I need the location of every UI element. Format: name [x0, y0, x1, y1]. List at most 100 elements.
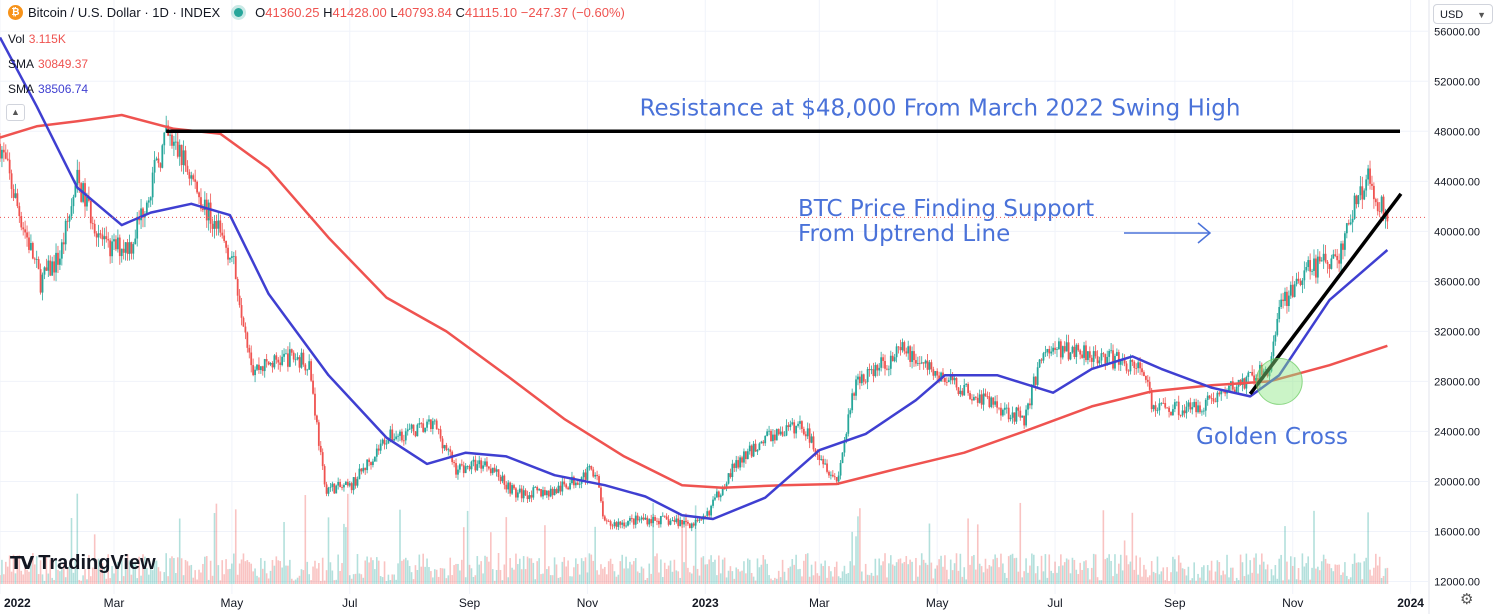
volume-bar — [32, 553, 34, 584]
volume-bar — [1112, 576, 1114, 584]
candle-body — [41, 274, 44, 293]
candle-body — [391, 429, 394, 441]
volume-bar — [142, 554, 144, 584]
candle-body — [443, 445, 446, 449]
volume-bar — [292, 580, 295, 584]
candle-body — [1268, 371, 1271, 377]
currency-select[interactable]: USD ▼ — [1433, 4, 1493, 24]
volume-bar — [1344, 562, 1346, 584]
candle-body — [89, 200, 92, 224]
candle-body — [758, 443, 761, 450]
volume-bar — [312, 566, 314, 584]
legend-volume[interactable]: Vol 3.115K — [8, 32, 66, 46]
volume-bar — [1133, 569, 1136, 584]
volume-bar — [366, 556, 368, 584]
volume-bar — [536, 561, 538, 584]
candle-body — [584, 472, 587, 480]
candle-body — [750, 445, 753, 457]
candle-body — [246, 332, 249, 348]
candle-body — [540, 489, 542, 497]
volume-bar — [1075, 569, 1078, 584]
candle-body — [555, 489, 558, 494]
volume-bar — [747, 558, 749, 584]
gear-icon[interactable]: ⚙ — [1460, 591, 1474, 608]
volume-bar — [491, 569, 494, 584]
candle-body — [880, 357, 883, 368]
volume-bar — [1334, 564, 1337, 584]
volume-bar — [1212, 580, 1215, 584]
volume-bar — [381, 577, 384, 584]
candle-body — [712, 499, 714, 506]
candle-body — [731, 463, 734, 478]
legend-sma-red[interactable]: SMA 30849.37 — [8, 57, 89, 71]
candle-body — [1179, 415, 1182, 416]
volume-bar — [704, 564, 707, 584]
candle-body — [234, 256, 237, 279]
candle-body — [1351, 218, 1354, 223]
volume-bar — [1021, 577, 1024, 584]
volume-bar — [1092, 553, 1095, 584]
candle-body — [1158, 403, 1161, 411]
candle-body — [120, 248, 123, 257]
candle-body — [969, 393, 971, 400]
volume-bar — [362, 577, 365, 584]
candle-body — [1104, 354, 1107, 364]
y-tick-label: 48000.00 — [1434, 126, 1480, 138]
candle-body — [1378, 211, 1381, 212]
candle-body — [39, 269, 42, 293]
candle-body — [333, 483, 336, 494]
volume-bar — [658, 572, 660, 584]
volume-bar — [596, 570, 598, 584]
volume-bar — [196, 579, 198, 584]
volume-bar — [271, 559, 274, 584]
volume-bar — [428, 567, 430, 584]
volume-bar — [132, 563, 135, 584]
volume-bar — [178, 518, 181, 584]
symbol-title[interactable]: Bitcoin / U.S. Dollar · 1D · INDEX — [28, 5, 221, 20]
price-axis[interactable]: 12000.00 16000.00 20000.00 24000.00 28000.00… — [1434, 26, 1480, 588]
candle-body — [1334, 254, 1337, 256]
candle-body — [522, 490, 525, 499]
volume-bar — [1011, 553, 1014, 584]
candle-body — [460, 464, 463, 466]
volume-bar — [493, 580, 496, 584]
candle-body — [1154, 405, 1157, 411]
chevron-up-icon[interactable]: ▲ — [6, 104, 25, 121]
volume-bar — [1108, 554, 1110, 584]
volume-bar — [233, 553, 235, 584]
volume-bars — [0, 493, 1389, 584]
volume-bar — [225, 559, 227, 584]
candle-body — [1046, 348, 1049, 353]
volume-bar — [830, 571, 832, 584]
candle-body — [576, 482, 579, 485]
volume-bar — [768, 575, 770, 584]
candle-body — [261, 366, 264, 372]
volume-bar — [617, 574, 620, 584]
candle-body — [766, 431, 769, 436]
volume-bar — [888, 563, 890, 584]
candle-body — [101, 234, 104, 240]
candle-body — [1003, 407, 1006, 410]
candle-body — [1172, 409, 1174, 416]
volume-bar — [155, 560, 158, 584]
volume-bar — [51, 577, 53, 584]
candle-body — [1330, 258, 1333, 269]
volume-bar — [478, 564, 481, 584]
volume-bar — [526, 556, 529, 584]
volume-bar — [795, 554, 797, 584]
candle-body — [292, 352, 295, 360]
volume-bar — [1355, 562, 1358, 584]
volume-bar — [182, 575, 185, 584]
time-axis[interactable]: 2022 Mar May Jul Sep Nov 2023 Mar May Jul Sep Nov 20… — [4, 596, 1424, 610]
candle-body — [95, 233, 98, 238]
candle-body — [835, 477, 838, 482]
volume-bar — [1150, 561, 1153, 584]
volume-bar — [1280, 554, 1282, 584]
candle-body — [300, 352, 303, 368]
volume-bar — [1015, 557, 1018, 584]
candle-body — [375, 448, 378, 457]
legend-sma-blue[interactable]: SMA 38506.74 — [8, 82, 89, 96]
candle-body — [609, 521, 612, 526]
volume-bar — [677, 571, 680, 584]
